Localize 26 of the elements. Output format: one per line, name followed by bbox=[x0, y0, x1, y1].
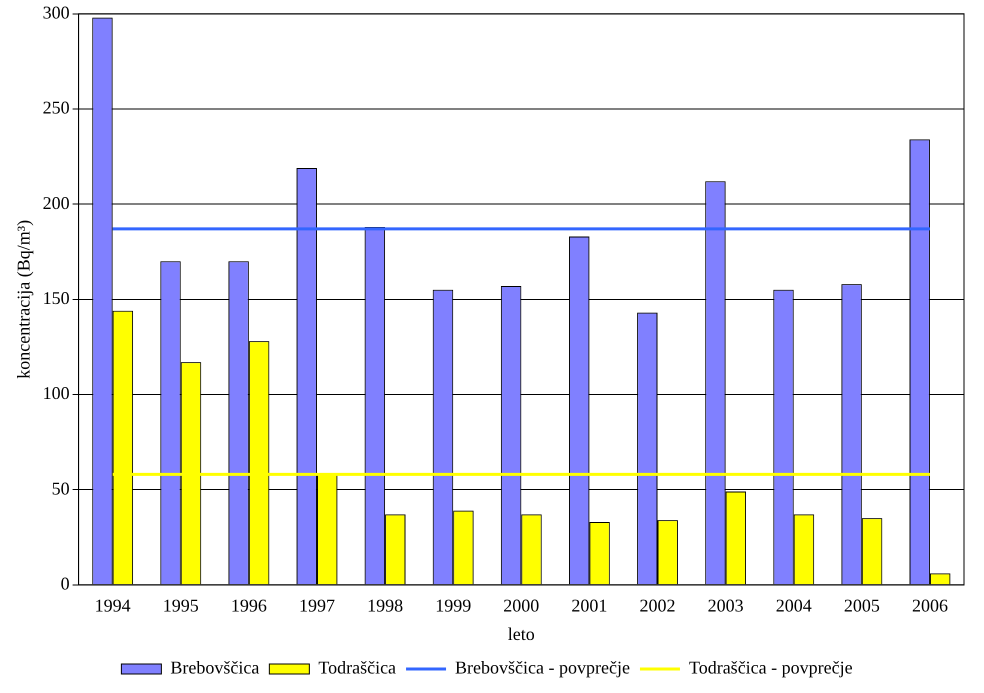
legend-label: Todraščica - povprečje bbox=[688, 658, 853, 678]
y-tick-label: 100 bbox=[42, 383, 70, 404]
x-tick-label: 2000 bbox=[503, 595, 540, 616]
x-tick-label: 2002 bbox=[640, 595, 676, 616]
y-tick-label: 250 bbox=[42, 98, 70, 118]
x-tick-label: 1996 bbox=[230, 595, 267, 616]
y-tick-label: 50 bbox=[52, 478, 70, 498]
y-tick-label: 200 bbox=[42, 192, 70, 213]
x-tick-label: 2005 bbox=[844, 595, 880, 616]
legend-label: Brebovščica bbox=[170, 658, 260, 678]
x-tick-label: 2004 bbox=[776, 595, 812, 616]
y-tick-label: 0 bbox=[60, 574, 70, 594]
legend-label: Brebovščica - povprečje bbox=[455, 658, 630, 678]
x-tick-label: 2001 bbox=[571, 595, 608, 616]
x-tick-label: 2003 bbox=[708, 595, 744, 616]
y-tick-label: 150 bbox=[42, 288, 70, 308]
x-axis-title: leto bbox=[508, 624, 535, 644]
x-tick-label: 2006 bbox=[912, 595, 948, 616]
y-axis-title: koncentracija (Bq/m³) bbox=[14, 220, 34, 379]
x-tick-label: 1998 bbox=[367, 595, 404, 616]
x-tick-label: 1999 bbox=[435, 595, 472, 616]
x-tick-label: 1995 bbox=[162, 595, 199, 616]
x-tick-label: 1994 bbox=[94, 595, 131, 616]
x-tick-label: 1997 bbox=[298, 595, 335, 616]
legend-label: Todraščica bbox=[318, 658, 396, 678]
y-tick-label: 300 bbox=[42, 2, 70, 23]
